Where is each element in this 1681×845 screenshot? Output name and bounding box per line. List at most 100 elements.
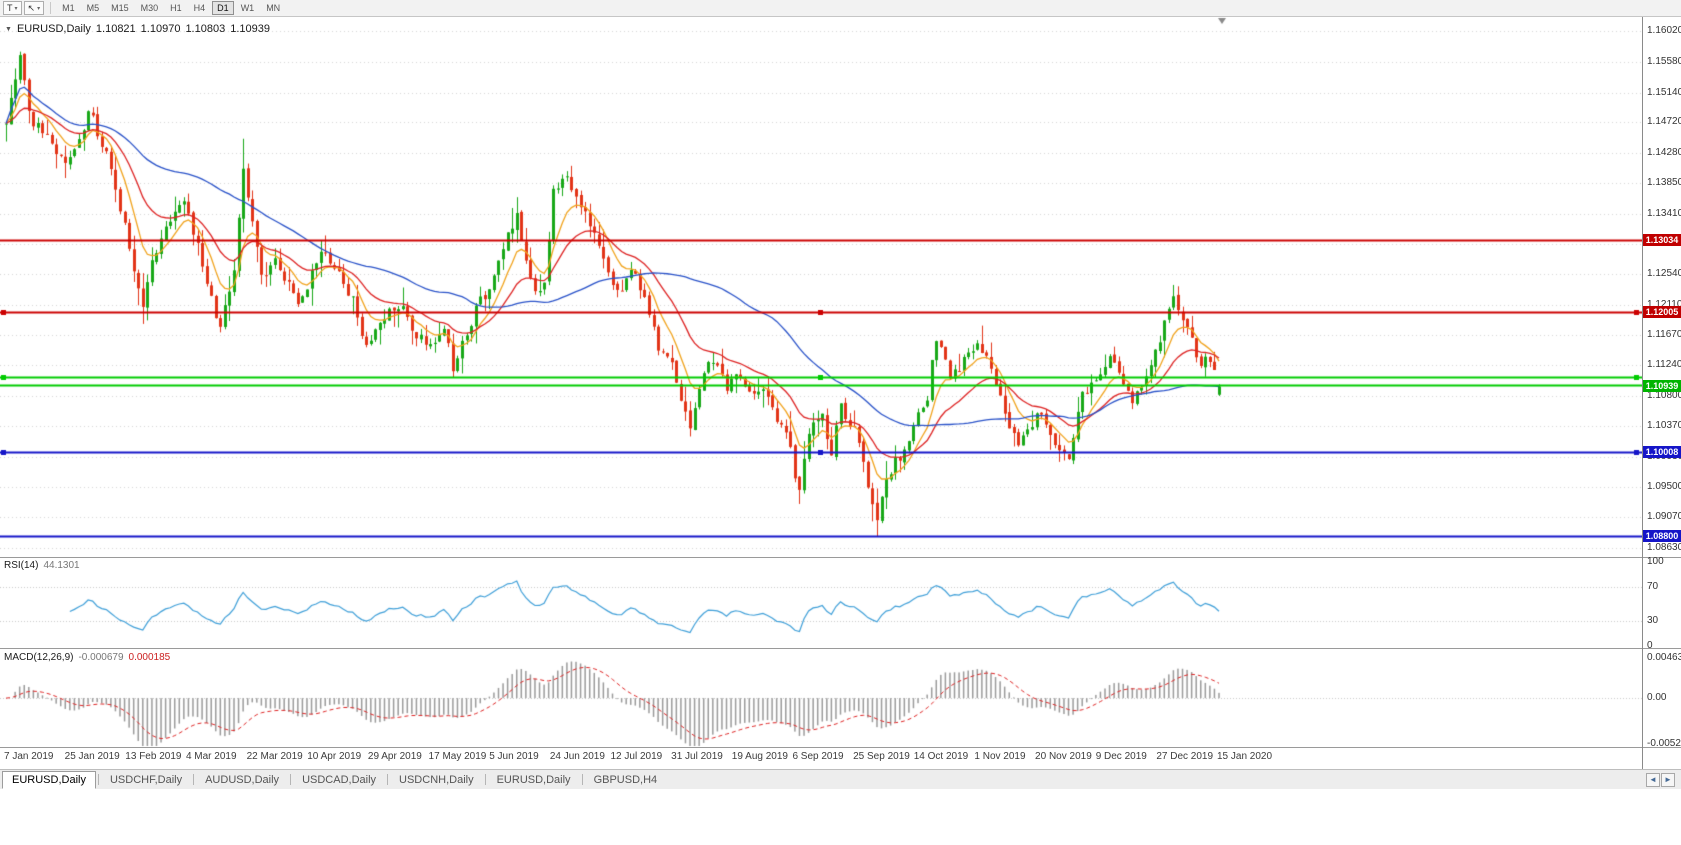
price-tick-label: 1.09930 <box>1647 451 1681 463</box>
pointer-tool-button[interactable]: ↖ ▾ <box>23 1 45 15</box>
date-axis-label: 25 Sep 2019 <box>853 751 910 762</box>
macd-scale-label: 0.00463 <box>1647 652 1681 663</box>
tab-separator <box>484 774 486 785</box>
timeframe-button-m5[interactable]: M5 <box>86 3 100 13</box>
price-level-tag: 1.12005 <box>1643 306 1681 318</box>
tab-scroll-right-button[interactable]: ► <box>1661 772 1675 787</box>
timeframe-button-h1[interactable]: H1 <box>170 3 182 13</box>
tab-gbpusd-h4[interactable]: GBPUSD,H4 <box>593 773 658 786</box>
tab-usdchf-daily[interactable]: USDCHF,Daily <box>109 773 183 786</box>
macd-panel-canvas[interactable] <box>0 650 1642 747</box>
date-axis-label: 24 Jun 2019 <box>549 751 605 762</box>
date-axis-label: 12 Jul 2019 <box>610 751 663 762</box>
price-level-tag: 1.10008 <box>1643 446 1681 458</box>
price-tick-label: 1.12970 <box>1647 238 1681 250</box>
timeframe-button-w1[interactable]: W1 <box>240 3 255 13</box>
price-tick-label: 1.10800 <box>1647 390 1681 402</box>
date-axis-label: 5 Jun 2019 <box>489 751 539 762</box>
date-axis-label: 9 Dec 2019 <box>1095 751 1147 762</box>
price-tick-label: 1.08630 <box>1647 542 1681 553</box>
rsi-scale-label: 0 <box>1647 640 1653 651</box>
price-axis-border <box>1642 17 1643 769</box>
price-level-tag: 1.08800 <box>1643 530 1681 542</box>
rsi-value: 44.1301 <box>43 560 80 571</box>
tab-scroll-left-button[interactable]: ◄ <box>1646 772 1660 787</box>
timeframe-button-mn[interactable]: MN <box>266 3 281 13</box>
date-axis-label: 25 Jan 2019 <box>64 751 120 762</box>
panel-splitter <box>0 747 1681 748</box>
tab-usdcad-daily[interactable]: USDCAD,Daily <box>302 773 377 786</box>
date-axis-label: 29 Apr 2019 <box>367 751 422 762</box>
price-tick-label: 1.14720 <box>1647 115 1681 127</box>
date-axis-label: 10 Apr 2019 <box>307 751 362 762</box>
tab-separator <box>290 774 292 785</box>
tab-eurusd-daily[interactable]: EURUSD,Daily <box>2 770 96 789</box>
price-tick-label: 1.15140 <box>1647 86 1681 98</box>
price-chart-canvas[interactable] <box>0 17 1642 557</box>
price-tick-label: 1.12110 <box>1647 298 1681 310</box>
macd-signal-value: 0.000185 <box>128 652 171 663</box>
templates-button-label: T <box>7 3 13 13</box>
ohlc-high: 1.10970 <box>140 23 181 35</box>
panel-splitter[interactable] <box>0 557 1681 558</box>
date-axis-label: 17 May 2019 <box>428 751 487 762</box>
price-tick-label: 1.13850 <box>1647 176 1681 188</box>
price-tick-label: 1.11670 <box>1647 329 1681 341</box>
tab-separator <box>97 774 99 785</box>
macd-name: MACD(12,26,9) <box>4 652 74 663</box>
top-toolbar: T ▾ ↖ ▾ M1 M5 M15 M30 H1 H4 D1 W1 MN <box>0 0 1681 17</box>
timeframe-button-m30[interactable]: M30 <box>140 3 159 13</box>
price-tick-label: 1.15580 <box>1647 55 1681 67</box>
date-axis-label: 22 Mar 2019 <box>246 751 303 762</box>
date-axis-label: 14 Oct 2019 <box>913 751 969 762</box>
rsi-indicator-label: RSI(14) 44.1301 <box>4 560 80 571</box>
tab-separator <box>581 774 583 785</box>
chart-tab-bar: EURUSD,Daily USDCHF,Daily AUDUSD,Daily U… <box>0 769 1681 789</box>
timeframe-button-h4[interactable]: H4 <box>193 3 206 13</box>
date-axis-label: 1 Nov 2019 <box>974 751 1026 762</box>
tab-scroll-controls: ◄ ► <box>1646 772 1675 787</box>
date-axis-label: 13 Feb 2019 <box>125 751 182 762</box>
price-tick-label: 1.14280 <box>1647 146 1681 158</box>
toolbar-separator <box>50 2 52 14</box>
price-level-tag: 1.13034 <box>1643 234 1681 246</box>
timeframe-button-m15[interactable]: M15 <box>111 3 129 13</box>
price-tick-label: 1.10370 <box>1647 420 1681 432</box>
rsi-scale-label: 70 <box>1647 581 1659 593</box>
date-axis-label: 27 Dec 2019 <box>1156 751 1214 762</box>
rsi-name: RSI(14) <box>4 560 39 571</box>
ohlc-low: 1.10803 <box>185 23 226 35</box>
tab-eurusd-daily-2[interactable]: EURUSD,Daily <box>496 773 571 786</box>
date-axis-label: 4 Mar 2019 <box>185 751 237 762</box>
date-axis-label: 15 Jan 2020 <box>1217 751 1273 762</box>
tab-separator <box>193 774 195 785</box>
date-axis-label: 6 Sep 2019 <box>792 751 844 762</box>
caret-down-icon: ▾ <box>14 5 18 12</box>
macd-main-value: -0.000679 <box>78 652 124 663</box>
date-axis-label: 31 Jul 2019 <box>671 751 723 762</box>
tab-usdcnh-daily[interactable]: USDCNH,Daily <box>399 773 474 786</box>
chart-title: ▼ EURUSD,Daily 1.10821 1.10970 1.10803 1… <box>5 23 270 35</box>
price-tick-label: 1.11240 <box>1647 359 1681 371</box>
ohlc-close: 1.10939 <box>230 23 270 35</box>
timeframe-button-d1[interactable]: D1 <box>212 1 234 15</box>
date-axis-label: 19 Aug 2019 <box>731 751 788 762</box>
pointer-icon: ↖ <box>27 2 36 13</box>
rsi-panel-canvas[interactable] <box>0 558 1642 648</box>
price-tick-label: 1.13410 <box>1647 207 1681 219</box>
price-tick-label: 1.09070 <box>1647 511 1681 523</box>
date-axis-label: 7 Jan 2019 <box>4 751 54 762</box>
panel-splitter[interactable] <box>0 648 1681 649</box>
price-tick-label: 1.12540 <box>1647 268 1681 280</box>
templates-button[interactable]: T ▾ <box>3 1 22 15</box>
current-price-tag: 1.10939 <box>1643 380 1681 392</box>
timeframe-button-m1[interactable]: M1 <box>62 3 75 13</box>
tab-audusd-daily[interactable]: AUDUSD,Daily <box>205 773 280 786</box>
one-click-trading-toggle[interactable]: ▼ <box>5 25 12 33</box>
date-axis-label: 20 Nov 2019 <box>1035 751 1092 762</box>
price-tick-label: 1.16020 <box>1647 25 1681 36</box>
ohlc-open: 1.10821 <box>95 23 136 35</box>
chart-window: ▼ EURUSD,Daily 1.10821 1.10970 1.10803 1… <box>0 17 1681 769</box>
macd-scale-label: 0.00 <box>1647 692 1667 704</box>
price-tick-label: 1.09500 <box>1647 481 1681 493</box>
